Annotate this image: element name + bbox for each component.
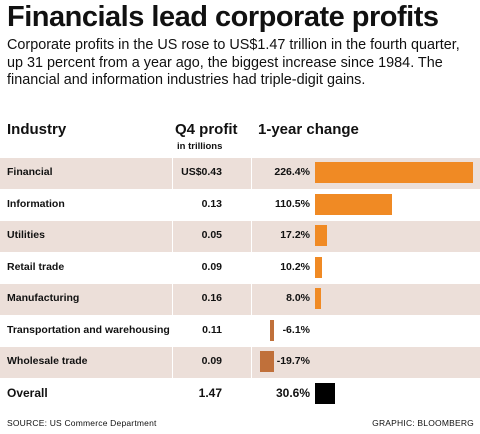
q4-profit-value: 0.09: [201, 260, 222, 273]
change-bar: [315, 288, 321, 309]
change-bar: [315, 193, 393, 215]
q4-profit-value: 0.16: [201, 292, 222, 304]
change-data-label: 110.5%: [274, 197, 310, 210]
graphic-credit: GRAPHIC: BLOOMBERG: [372, 418, 474, 428]
industry-label: Transportation and warehousing: [7, 323, 170, 336]
industry-label: Wholesale trade: [7, 355, 88, 367]
table-row: Transportation and warehousing 0.11 -6.1%: [0, 316, 480, 347]
table-row: Manufacturing 0.16 8.0%: [0, 284, 480, 315]
industry-label: Utilities: [7, 229, 45, 241]
chart-title: Financials lead corporate profits: [7, 1, 439, 33]
change-data-label: -6.1%: [282, 323, 310, 336]
table-row: Financial US$0.43 226.4%: [0, 158, 480, 189]
table-row: Overall 1.47 30.6%: [0, 379, 480, 410]
change-bar: [269, 319, 274, 341]
source-note: SOURCE: US Commerce Department: [7, 418, 157, 428]
q4-profit-column-header: Q4 profit: [175, 121, 238, 138]
change-data-label: 226.4%: [274, 166, 310, 178]
industry-label: Information: [7, 197, 65, 210]
change-data-label: 17.2%: [280, 229, 310, 241]
column-separator: [172, 158, 173, 410]
industry-label: Financial: [7, 166, 53, 178]
change-bar: [315, 225, 327, 246]
q4-profit-value: 0.13: [201, 197, 222, 210]
q4-profit-value: 0.05: [201, 229, 222, 241]
change-data-label: 10.2%: [280, 260, 310, 273]
change-data-label: -19.7%: [276, 355, 310, 367]
change-data-label: 8.0%: [286, 292, 310, 304]
q4-profit-value: US$0.43: [181, 166, 222, 178]
table-row: Wholesale trade 0.09 -19.7%: [0, 347, 480, 378]
change-column-header: 1-year change: [258, 121, 359, 138]
industry-column-header: Industry: [7, 121, 67, 138]
q4-profit-value: 0.11: [202, 323, 222, 336]
column-separator: [251, 158, 252, 410]
change-data-label: 30.6%: [275, 385, 310, 400]
change-bar: [260, 351, 274, 372]
table-row: Information 0.13 110.5%: [0, 190, 480, 221]
change-bar: [315, 162, 473, 183]
change-bar: [315, 256, 323, 278]
q4-profit-value: 1.47: [198, 385, 222, 400]
change-bar: [315, 382, 335, 404]
chart-subtitle: Corporate profits in the US rose to US$1…: [7, 37, 460, 88]
industry-label: Manufacturing: [7, 292, 80, 304]
table-row: Utilities 0.05 17.2%: [0, 221, 480, 252]
industry-label: Overall: [7, 385, 48, 400]
industry-label: Retail trade: [7, 260, 65, 273]
q4-profit-unit-label: in trillions: [177, 141, 223, 152]
table-row: Retail trade 0.09 10.2%: [0, 253, 480, 284]
q4-profit-value: 0.09: [201, 355, 222, 367]
